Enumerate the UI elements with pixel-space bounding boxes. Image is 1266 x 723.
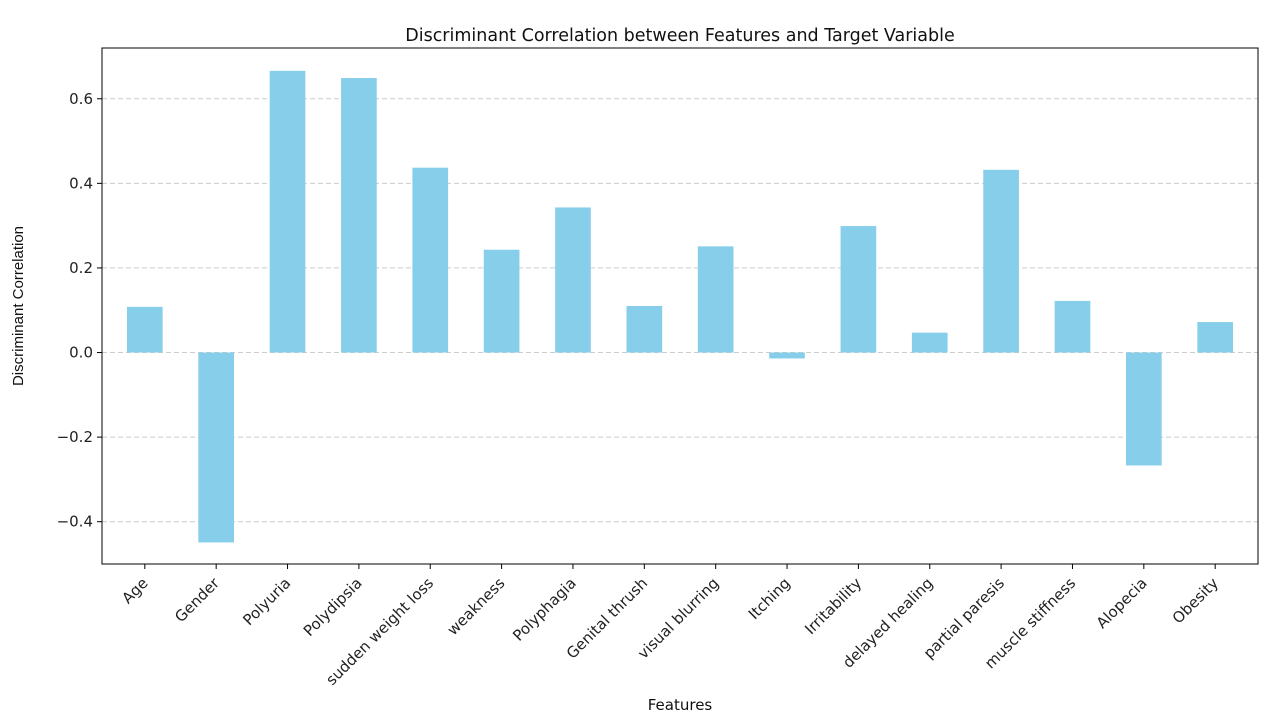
bar-delayed-healing [911,332,948,353]
chart-title: Discriminant Correlation between Feature… [405,26,955,46]
y-tick-label: 0.6 [69,90,93,108]
bar-muscle-stiffness [1054,300,1091,353]
y-tick-label: 0.0 [69,344,93,362]
bar-polyphagia [555,207,591,353]
x-tick-label: Obesity [1169,574,1222,627]
bar-genital-thrush [626,306,663,353]
bar-partial-paresis [983,169,1019,353]
x-tick-label: Irritability [801,574,865,638]
bar-polyuria [269,70,306,353]
bar-alopecia [1125,352,1162,466]
x-tick-label: Age [118,574,151,607]
bar-obesity [1197,322,1234,353]
y-tick-label: 0.2 [69,259,93,277]
x-tick-label: Polyphagia [509,574,580,645]
bar-visual-blurring [697,246,734,353]
x-tick-label: Itching [745,574,794,623]
y-axis-ticks: −0.4 −0.2 0.0 0.2 0.4 0.6 [57,90,102,531]
bar-sudden-weight-loss [412,167,449,353]
bar-polydipsia [341,78,377,353]
bar-weakness [483,249,520,353]
x-tick-label: Alopecia [1093,574,1151,632]
x-tick-label: Polydipsia [300,574,366,640]
x-tick-label: Polyuria [239,574,294,629]
bar-irritability [840,226,877,353]
y-axis-label: Discriminant Correlation [10,226,27,386]
x-axis-label: Features [648,696,713,714]
bar-itching [769,352,805,359]
plot-frame [101,47,1259,565]
bar-gender [198,352,235,543]
bar-age [126,306,163,353]
x-tick-label: Gender [171,574,223,626]
y-tick-label: −0.2 [57,428,93,446]
x-tick-label: weakness [444,574,509,639]
y-tick-label: −0.4 [57,513,93,531]
bars [126,70,1234,543]
y-tick-label: 0.4 [69,174,93,192]
